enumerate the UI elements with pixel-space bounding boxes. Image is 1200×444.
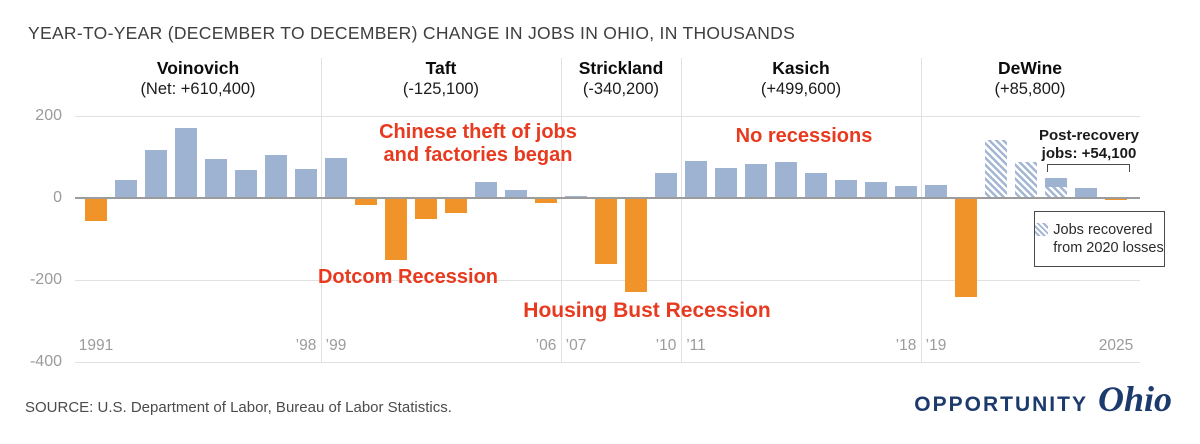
governor-name: Strickland (578, 58, 664, 78)
era-divider-line (561, 58, 562, 362)
y-axis-label-200: 200 (35, 107, 62, 124)
opportunity-ohio-logo: OPPORTUNITY Ohio (914, 379, 1172, 419)
y-axis-label--400: -400 (29, 353, 62, 370)
bar-2014 (775, 161, 797, 198)
bar-2023-solid (1045, 177, 1067, 187)
bar-2021 (985, 139, 1007, 198)
bar-2005 (505, 189, 527, 198)
bar-1993 (145, 149, 167, 198)
era-header-kasich: Kasich (+499,600) (671, 58, 931, 100)
bar-1992 (115, 179, 137, 198)
era-header-strickland: Strickland (-340,200) (491, 58, 751, 100)
era-divider-line (681, 58, 682, 362)
annotation-housing-bust: Housing Bust Recession (523, 299, 771, 322)
bar-2017 (865, 182, 887, 198)
bar-2009 (625, 198, 647, 293)
governor-net-jobs: (-125,100) (402, 80, 480, 98)
y-axis-label--200: -200 (29, 271, 62, 288)
x-axis-label-2019: ’19 (925, 337, 947, 354)
era-divider-line (321, 58, 322, 362)
x-axis-label-2007: ’07 (565, 337, 587, 354)
x-axis-label-2011: ’11 (686, 337, 706, 354)
legend-label: Jobs recovered from 2020 losses (1053, 222, 1164, 256)
bar-2006 (535, 198, 557, 203)
annotation-dotcom-recession: Dotcom Recession (317, 266, 499, 288)
gridline--400 (75, 362, 1140, 363)
x-axis-label-2025: 2025 (1098, 337, 1134, 354)
governor-net-jobs: (+85,800) (994, 80, 1066, 98)
x-axis-label-2018: ’18 (895, 337, 917, 354)
governor-name: DeWine (997, 58, 1063, 78)
bar-2010 (655, 172, 677, 198)
bar-2013 (745, 163, 767, 198)
era-header-voinovich: Voinovich (Net: +610,400) (68, 58, 328, 100)
bar-1996 (235, 170, 257, 198)
x-axis-label-1999: ’99 (325, 337, 347, 354)
x-axis-label-1998: ’98 (295, 337, 317, 354)
chart-title: YEAR-TO-YEAR (DECEMBER TO DECEMBER) CHAN… (28, 23, 796, 43)
bar-1998 (295, 169, 317, 198)
bar-1994 (175, 128, 197, 198)
bar-1991 (85, 198, 107, 222)
governor-net-jobs: (-340,200) (582, 80, 660, 98)
bar-2001 (385, 198, 407, 260)
gridline-200 (75, 116, 1140, 117)
bar-2008 (595, 198, 617, 265)
annotation-chinese-theft: Chinese theft of jobs and factories bega… (379, 121, 577, 166)
x-axis-label-2006: ’06 (535, 337, 557, 354)
bar-2023-recovered (1045, 186, 1067, 198)
x-axis-label-2010: ’10 (655, 337, 677, 354)
source-credit: SOURCE: U.S. Department of Labor, Bureau… (25, 399, 452, 416)
annotation-no-recessions: No recessions (735, 125, 873, 147)
bar-2015 (805, 172, 827, 198)
governor-name: Kasich (772, 58, 830, 78)
legend-box: Jobs recovered from 2020 losses (1034, 211, 1165, 267)
zero-axis-line (75, 197, 1140, 199)
post-recovery-bracket (1047, 164, 1130, 172)
bar-2016 (835, 179, 857, 198)
era-header-dewine: DeWine (+85,800) (900, 58, 1160, 100)
bar-2003 (445, 198, 467, 213)
bar-2011 (685, 161, 707, 198)
bar-2022 (1015, 161, 1037, 198)
logo-script-ohio: Ohio (1097, 379, 1172, 419)
gridline--200 (75, 280, 1140, 281)
governor-name: Voinovich (156, 58, 240, 78)
governor-net-jobs: (Net: +610,400) (140, 80, 256, 98)
era-header-taft: Taft (-125,100) (311, 58, 571, 100)
bar-1995 (205, 159, 227, 198)
bar-2002 (415, 198, 437, 220)
bar-2024 (1075, 187, 1097, 198)
bar-2004 (475, 181, 497, 198)
bar-2012 (715, 168, 737, 198)
bar-2019 (925, 184, 947, 198)
bar-2000 (355, 198, 377, 206)
hatched-swatch-icon (1035, 223, 1049, 236)
bar-1999 (325, 157, 347, 198)
post-recovery-label: Post-recovery jobs: +54,100 (1038, 127, 1140, 162)
bar-1997 (265, 154, 287, 198)
y-axis-label-0: 0 (53, 189, 62, 206)
era-divider-line (921, 58, 922, 362)
x-axis-label-1991: 1991 (78, 337, 114, 354)
governor-net-jobs: (+499,600) (760, 80, 842, 98)
bar-2018 (895, 185, 917, 198)
governor-name: Taft (425, 58, 457, 78)
bar-2020 (955, 198, 977, 298)
logo-wordmark: OPPORTUNITY (914, 393, 1088, 416)
